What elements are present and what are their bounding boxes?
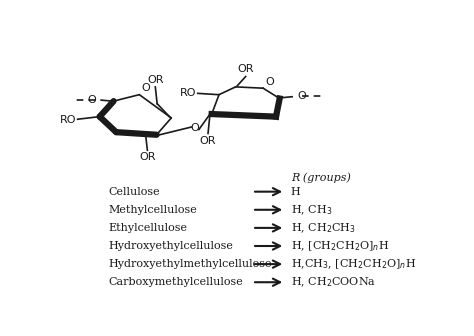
Text: Methylcellulose: Methylcellulose bbox=[109, 205, 198, 215]
Text: O: O bbox=[191, 123, 200, 133]
Text: Ethylcellulose: Ethylcellulose bbox=[109, 223, 188, 233]
Text: OR: OR bbox=[200, 135, 216, 145]
Text: H, CH$_2$CH$_3$: H, CH$_2$CH$_3$ bbox=[291, 221, 356, 235]
Text: Carboxymethylcellulose: Carboxymethylcellulose bbox=[109, 277, 244, 287]
Text: OR: OR bbox=[139, 152, 155, 162]
Text: H: H bbox=[291, 187, 301, 197]
Text: OR: OR bbox=[147, 75, 164, 85]
Text: H, [CH$_2$CH$_2$O]$_n$H: H, [CH$_2$CH$_2$O]$_n$H bbox=[291, 239, 389, 253]
Text: RO: RO bbox=[60, 115, 76, 125]
Text: H, CH$_2$COONa: H, CH$_2$COONa bbox=[291, 276, 376, 289]
Text: OR: OR bbox=[237, 65, 254, 75]
Text: Cellulose: Cellulose bbox=[109, 187, 161, 197]
Text: O: O bbox=[297, 91, 306, 101]
Text: Hydroxyethylcellulose: Hydroxyethylcellulose bbox=[109, 241, 234, 251]
Text: R (groups): R (groups) bbox=[291, 173, 351, 183]
Text: O: O bbox=[265, 77, 273, 87]
Text: O: O bbox=[87, 94, 96, 104]
Text: H, CH$_3$: H, CH$_3$ bbox=[291, 203, 332, 217]
Text: O: O bbox=[141, 83, 150, 93]
Text: Hydroxyethylmethylcellulose: Hydroxyethylmethylcellulose bbox=[109, 259, 273, 269]
Text: RO: RO bbox=[180, 88, 196, 98]
Text: H,CH$_3$, [CH$_2$CH$_2$O]$_n$H: H,CH$_3$, [CH$_2$CH$_2$O]$_n$H bbox=[291, 257, 416, 271]
